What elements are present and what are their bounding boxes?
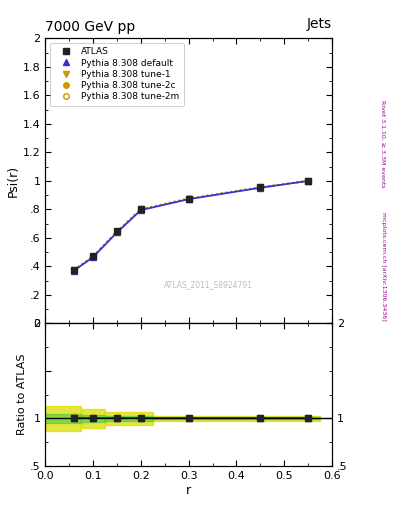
Pythia 8.308 tune-2c: [115, 228, 119, 234]
ATLAS: [138, 206, 143, 212]
ATLAS: [72, 267, 76, 273]
Text: ATLAS_2011_S8924791: ATLAS_2011_S8924791: [164, 280, 253, 289]
Pythia 8.308 tune-1: [258, 184, 263, 190]
Pythia 8.308 tune-2m: [138, 206, 143, 212]
Pythia 8.308 default: [91, 254, 95, 260]
Pythia 8.308 tune-2c: [186, 196, 191, 202]
Pythia 8.308 default: [306, 178, 310, 184]
Pythia 8.308 tune-2m: [72, 267, 76, 273]
Y-axis label: Psi(r): Psi(r): [7, 165, 20, 197]
Legend: ATLAS, Pythia 8.308 default, Pythia 8.308 tune-1, Pythia 8.308 tune-2c, Pythia 8: ATLAS, Pythia 8.308 default, Pythia 8.30…: [50, 43, 184, 106]
Line: Pythia 8.308 default: Pythia 8.308 default: [71, 178, 311, 273]
Pythia 8.308 default: [186, 196, 191, 202]
Pythia 8.308 tune-2c: [138, 206, 143, 212]
Pythia 8.308 default: [115, 229, 119, 236]
Pythia 8.308 tune-2c: [306, 178, 310, 184]
Line: Pythia 8.308 tune-2m: Pythia 8.308 tune-2m: [71, 178, 311, 272]
ATLAS: [186, 196, 191, 202]
Pythia 8.308 tune-2m: [306, 178, 310, 184]
Text: 7000 GeV pp: 7000 GeV pp: [45, 20, 136, 34]
Pythia 8.308 tune-2c: [72, 267, 76, 273]
Pythia 8.308 tune-2m: [91, 253, 95, 259]
Text: mcplots.cern.ch [arXiv:1306.3436]: mcplots.cern.ch [arXiv:1306.3436]: [381, 212, 386, 321]
Pythia 8.308 tune-1: [72, 267, 76, 273]
ATLAS: [258, 184, 263, 190]
Pythia 8.308 tune-2m: [115, 228, 119, 234]
Pythia 8.308 tune-1: [138, 206, 143, 212]
ATLAS: [91, 253, 95, 260]
Pythia 8.308 tune-2m: [258, 184, 263, 190]
Line: Pythia 8.308 tune-2c: Pythia 8.308 tune-2c: [71, 178, 311, 273]
Y-axis label: Ratio to ATLAS: Ratio to ATLAS: [17, 354, 27, 435]
ATLAS: [115, 228, 119, 234]
Pythia 8.308 tune-1: [91, 253, 95, 260]
X-axis label: r: r: [186, 483, 191, 497]
Text: Jets: Jets: [307, 17, 332, 31]
Pythia 8.308 default: [72, 268, 76, 274]
Pythia 8.308 tune-2c: [258, 184, 263, 190]
Pythia 8.308 default: [138, 207, 143, 213]
Line: Pythia 8.308 tune-1: Pythia 8.308 tune-1: [71, 178, 311, 273]
Line: ATLAS: ATLAS: [70, 178, 312, 273]
ATLAS: [306, 178, 310, 184]
Pythia 8.308 default: [258, 185, 263, 191]
Pythia 8.308 tune-1: [186, 196, 191, 202]
Pythia 8.308 tune-2c: [91, 253, 95, 260]
Pythia 8.308 tune-1: [115, 229, 119, 235]
Pythia 8.308 tune-2m: [186, 196, 191, 202]
Pythia 8.308 tune-1: [306, 178, 310, 184]
Text: Rivet 3.1.10, ≥ 3.3M events: Rivet 3.1.10, ≥ 3.3M events: [381, 99, 386, 187]
